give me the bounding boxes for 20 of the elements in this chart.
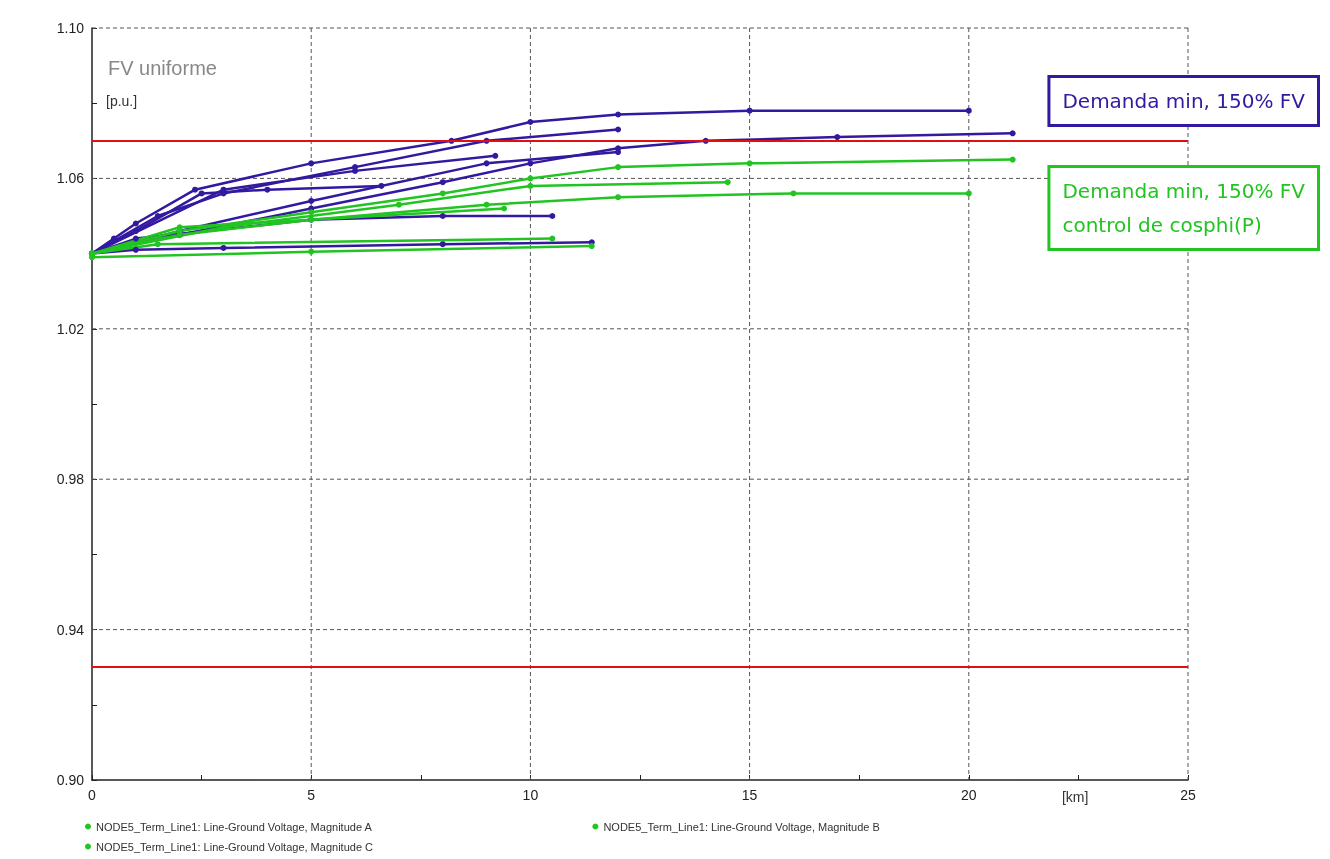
y-tick-label: 1.06	[56, 170, 85, 187]
x-tick-label: 25	[1180, 787, 1196, 803]
x-tick-label: 0	[88, 787, 97, 803]
annotation: FV uniforme	[108, 57, 217, 79]
y-tick-label: 0.90	[56, 772, 85, 788]
y-axis-title: [p.u.]	[106, 93, 138, 109]
legend-label: NODE5_Term_Line1: Line-Ground Voltage, Magnitude C	[96, 840, 374, 853]
x-tick-label: 5	[307, 787, 316, 803]
x-axis-title: [km]	[1061, 789, 1089, 805]
y-tick-label: 1.02	[56, 320, 85, 337]
legend-label: NODE5_Term_Line1: Line-Ground Voltage, Magnitude B	[603, 820, 880, 833]
x-tick-label: 10	[522, 787, 539, 803]
y-tick-label: 0.94	[56, 621, 85, 638]
y-tick-label: 0.98	[56, 471, 85, 488]
legend-label: NODE5_Term_Line1: Line-Ground Voltage, Magnitude A	[96, 820, 373, 833]
annotation: Demanda min, 150% FV	[1062, 89, 1306, 113]
y-tick-label: 1.10	[56, 20, 85, 36]
x-tick-label: 20	[961, 787, 977, 803]
x-tick-label: 15	[741, 787, 758, 803]
annotation: Demanda min, 150% FV control de cosphi(P)	[1062, 179, 1306, 237]
